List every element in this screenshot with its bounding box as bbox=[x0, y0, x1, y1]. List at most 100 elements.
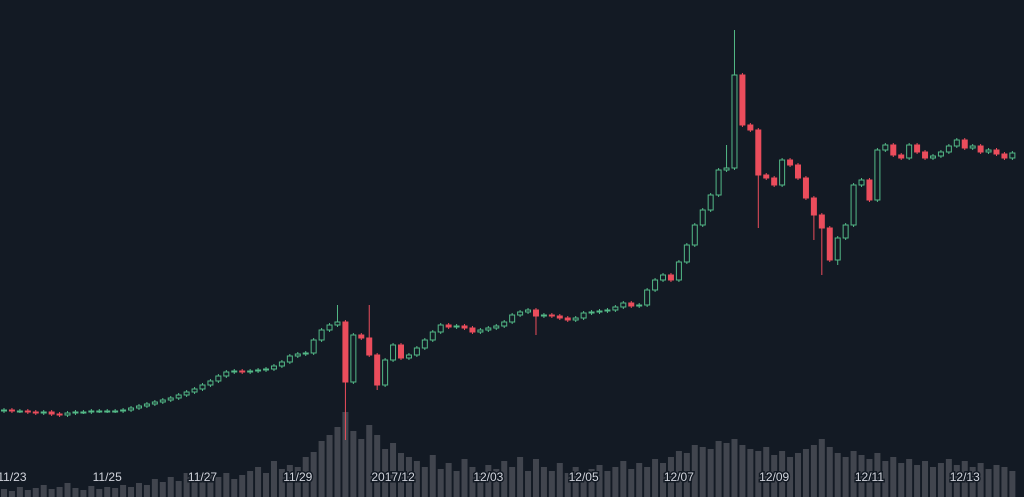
volume-bar bbox=[834, 453, 841, 497]
volume-bar bbox=[929, 467, 936, 497]
volume-bar bbox=[715, 441, 722, 497]
volume-bar bbox=[247, 471, 254, 497]
candle-body bbox=[572, 317, 579, 321]
candle-body bbox=[834, 237, 841, 261]
candle-body bbox=[612, 306, 619, 311]
volume-bar bbox=[739, 445, 746, 497]
candle-body bbox=[32, 411, 39, 414]
volume-bar bbox=[898, 463, 905, 497]
volume-bar bbox=[771, 455, 778, 497]
volume-bar bbox=[564, 473, 571, 497]
volume-bar bbox=[1001, 467, 1008, 497]
volume-bar bbox=[532, 459, 539, 497]
volume-bar bbox=[382, 449, 389, 497]
candle-body bbox=[644, 289, 651, 306]
volume-bar bbox=[104, 487, 111, 497]
x-tick-label: 12/13 bbox=[950, 470, 980, 484]
candle-body bbox=[747, 124, 754, 131]
volume-bar bbox=[810, 445, 817, 497]
candle-body bbox=[922, 151, 929, 159]
candle-body bbox=[532, 309, 539, 317]
candle-body bbox=[588, 311, 595, 314]
legend-label: L bbox=[149, 0, 156, 3]
candle-body bbox=[56, 413, 63, 416]
volume-bar bbox=[405, 457, 412, 497]
candle-body bbox=[1001, 153, 1008, 159]
candle-body bbox=[485, 327, 492, 331]
volume-bar bbox=[40, 485, 47, 497]
volume-bar bbox=[485, 465, 492, 497]
volume-bar bbox=[866, 459, 873, 497]
candle-body bbox=[239, 370, 246, 373]
candle-body bbox=[96, 410, 103, 413]
candle-body bbox=[517, 311, 524, 316]
candle-body bbox=[445, 324, 452, 328]
candle-body bbox=[691, 224, 698, 246]
candle-body bbox=[358, 334, 365, 339]
candle-body bbox=[985, 149, 992, 153]
candle-body bbox=[556, 315, 563, 319]
volume-bar bbox=[167, 477, 174, 497]
volume-bar bbox=[358, 439, 365, 497]
candle-body bbox=[866, 179, 873, 201]
volume-bar bbox=[937, 463, 944, 497]
candle-body bbox=[763, 174, 770, 179]
candle-body bbox=[40, 411, 47, 414]
candle-body bbox=[945, 145, 952, 153]
candle-body bbox=[580, 312, 587, 319]
volume-bar bbox=[64, 483, 71, 497]
candle-body bbox=[461, 325, 468, 329]
volume-bar bbox=[32, 488, 39, 497]
candle-body bbox=[477, 329, 484, 333]
volume-bar bbox=[318, 441, 325, 497]
candle-body bbox=[731, 74, 738, 169]
volume-bar bbox=[755, 451, 762, 497]
candle-body bbox=[620, 302, 627, 308]
candle-body bbox=[413, 347, 420, 356]
candle-body bbox=[24, 410, 31, 413]
volume-bar bbox=[461, 459, 468, 497]
candle-body bbox=[469, 327, 476, 333]
candle-body bbox=[858, 179, 865, 186]
volume-bar bbox=[8, 491, 15, 497]
volume-bar bbox=[56, 487, 63, 497]
volume-bar bbox=[263, 473, 270, 497]
candle-body bbox=[437, 324, 444, 333]
volume-bar bbox=[977, 463, 984, 497]
volume-bar bbox=[477, 473, 484, 497]
x-tick-label: 11/27 bbox=[188, 470, 217, 484]
candle-body bbox=[779, 159, 786, 186]
x-tick-label: 11/25 bbox=[93, 470, 122, 484]
candle-body bbox=[683, 244, 690, 263]
legend-value: 5509.55930767 bbox=[298, 0, 382, 3]
volume-bar bbox=[350, 431, 357, 497]
candle-body bbox=[604, 309, 611, 312]
volume-bar bbox=[390, 443, 397, 497]
candle-body bbox=[795, 164, 801, 179]
volume-bar bbox=[914, 465, 921, 497]
volume-bar bbox=[556, 463, 563, 497]
volume-bar bbox=[985, 469, 992, 497]
volume-bar bbox=[882, 461, 889, 497]
candle-body bbox=[405, 354, 412, 359]
legend-value: 1615681 bbox=[93, 0, 140, 3]
volume-bar bbox=[675, 451, 682, 497]
candle-body bbox=[501, 321, 508, 327]
legend-label: C bbox=[217, 0, 226, 3]
candle-body bbox=[143, 403, 150, 407]
volume-bar bbox=[135, 483, 142, 497]
candle-body bbox=[802, 177, 809, 199]
volume-bar bbox=[270, 461, 277, 497]
candle-body bbox=[890, 144, 897, 156]
candle-body bbox=[628, 302, 635, 307]
candle-body bbox=[112, 410, 119, 413]
candle-body bbox=[16, 410, 23, 413]
candle-body bbox=[247, 370, 254, 373]
candle-body bbox=[564, 317, 571, 321]
volume-bar bbox=[993, 465, 1000, 497]
x-tick-label: 2017/12 bbox=[371, 470, 415, 484]
volume-bar bbox=[72, 488, 79, 497]
candle-body bbox=[953, 139, 960, 147]
candle-body bbox=[318, 329, 325, 341]
